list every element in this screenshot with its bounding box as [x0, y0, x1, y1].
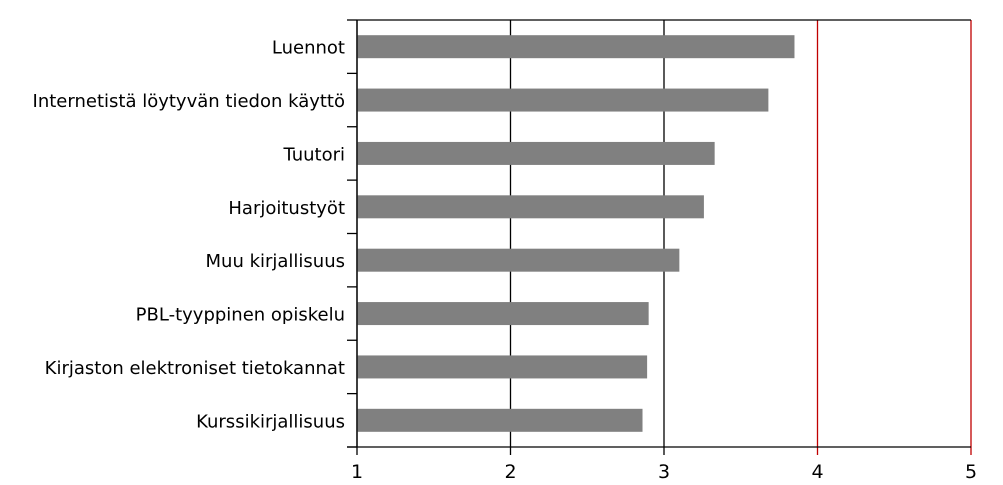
category-label: Harjoitustyöt [228, 198, 345, 219]
category-label: Tuutori [282, 144, 345, 165]
category-label: PBL-tyyppinen opiskelu [136, 305, 345, 326]
bar-3 [357, 141, 715, 165]
bar-4 [357, 195, 704, 219]
bars [357, 35, 795, 432]
bar-1 [357, 35, 795, 59]
category-label: Internetistä löytyvän tiedon käyttö [33, 91, 345, 112]
x-tick-label: 2 [504, 461, 516, 483]
bar-2 [357, 88, 769, 112]
category-label: Luennot [272, 38, 345, 59]
category-label: Kurssikirjallisuus [196, 411, 345, 432]
category-label: Kirjaston elektroniset tietokannat [45, 358, 345, 379]
x-tick-label: 1 [351, 461, 363, 483]
x-tick-label: 3 [658, 461, 670, 483]
bar-7 [357, 355, 648, 379]
category-label: Muu kirjallisuus [206, 251, 346, 272]
x-tick-label: 5 [965, 461, 977, 483]
axes [347, 19, 971, 448]
bar-5 [357, 248, 680, 272]
category-labels: Luennot Internetistä löytyvän tiedon käyt… [33, 38, 345, 433]
bar-8 [357, 408, 643, 432]
x-tick-label: 4 [811, 461, 823, 483]
gridlines [356, 20, 972, 455]
bar-6 [357, 302, 649, 326]
x-tick-labels: 1 2 3 4 5 [351, 461, 977, 483]
